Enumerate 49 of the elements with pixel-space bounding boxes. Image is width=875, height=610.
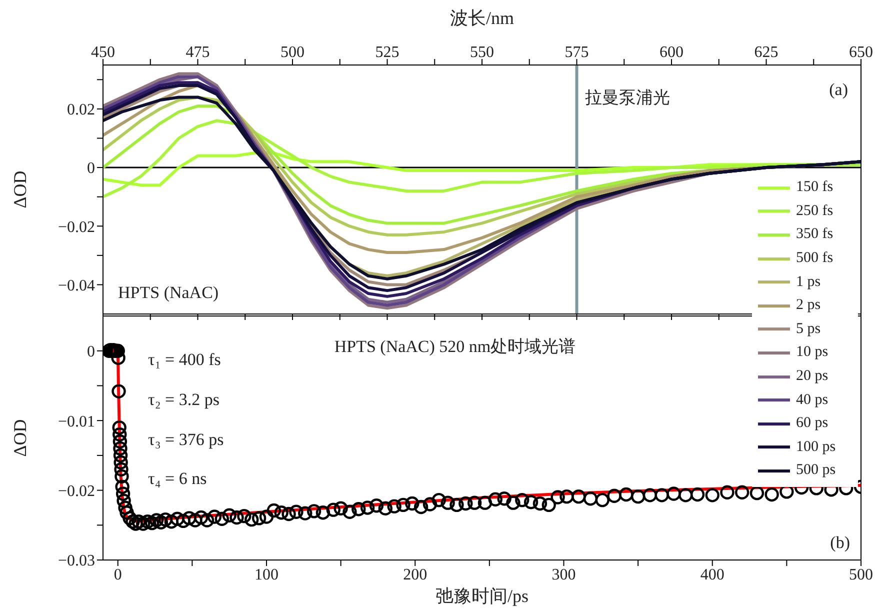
- legend-label: 250 fs: [796, 202, 834, 220]
- x-tick-label: 200: [403, 566, 428, 584]
- annotation: τ₄ = 6 ns: [148, 469, 207, 488]
- legend-label: 20 ps: [796, 368, 828, 386]
- y-tick-label: −0.01: [58, 413, 95, 430]
- x-tick-label: 500: [849, 566, 873, 584]
- annotation: (b): [830, 533, 850, 552]
- legend-label: 2 ps: [796, 297, 821, 314]
- x-axis-title: 弛豫时间/ps: [435, 586, 529, 606]
- x-tick-label: 450: [91, 44, 115, 61]
- x-tick-label: 0: [114, 566, 122, 584]
- x-axis-title: 波长/nm: [450, 8, 514, 28]
- legend-label: 10 ps: [796, 344, 828, 362]
- x-tick-label: 525: [375, 44, 400, 61]
- legend-label: 500 fs: [796, 250, 834, 268]
- legend-label: 500 ps: [796, 462, 836, 480]
- annotation: HPTS (NaAC) 520 nm处时域光谱: [334, 337, 576, 356]
- x-tick-label: 600: [660, 44, 684, 61]
- legend-label: 100 ps: [796, 438, 836, 456]
- annotation: τ₂ = 3.2 ps: [148, 390, 220, 409]
- legend-label: 60 ps: [796, 415, 828, 432]
- annotation: τ₃ = 376 ps: [148, 430, 224, 449]
- y-axis-title: ΔOD: [10, 170, 30, 208]
- y-axis-title: ΔOD: [10, 419, 30, 457]
- x-tick-label: 575: [564, 44, 589, 61]
- x-tick-label: 650: [849, 44, 873, 61]
- y-tick-label: 0.02: [67, 102, 95, 119]
- y-tick-label: −0.02: [58, 482, 95, 500]
- y-tick-label: 0: [87, 344, 95, 361]
- legend-label: 5 ps: [796, 320, 821, 338]
- legend-label: 1 ps: [796, 274, 821, 291]
- annotation: τ₁ = 400 fs: [148, 350, 221, 369]
- annotation: HPTS (NaAC): [118, 283, 219, 302]
- ref-line-label: 拉曼泵浦光: [584, 88, 670, 107]
- y-tick-label: −0.02: [58, 218, 95, 236]
- x-tick-label: 100: [254, 566, 278, 584]
- y-tick-label: −0.03: [58, 552, 95, 570]
- x-tick-label: 625: [754, 44, 778, 61]
- x-tick-label: 475: [186, 44, 210, 61]
- y-tick-label: 0: [87, 160, 95, 178]
- legend-label: 150 fs: [796, 179, 834, 196]
- y-tick-label: −0.04: [58, 277, 95, 294]
- x-tick-label: 550: [470, 44, 494, 61]
- annotation: (a): [829, 80, 848, 99]
- x-tick-label: 400: [700, 566, 724, 584]
- x-tick-label: 500: [280, 44, 304, 61]
- legend-label: 350 fs: [796, 226, 834, 244]
- x-tick-label: 300: [552, 566, 576, 584]
- legend-label: 40 ps: [796, 392, 828, 409]
